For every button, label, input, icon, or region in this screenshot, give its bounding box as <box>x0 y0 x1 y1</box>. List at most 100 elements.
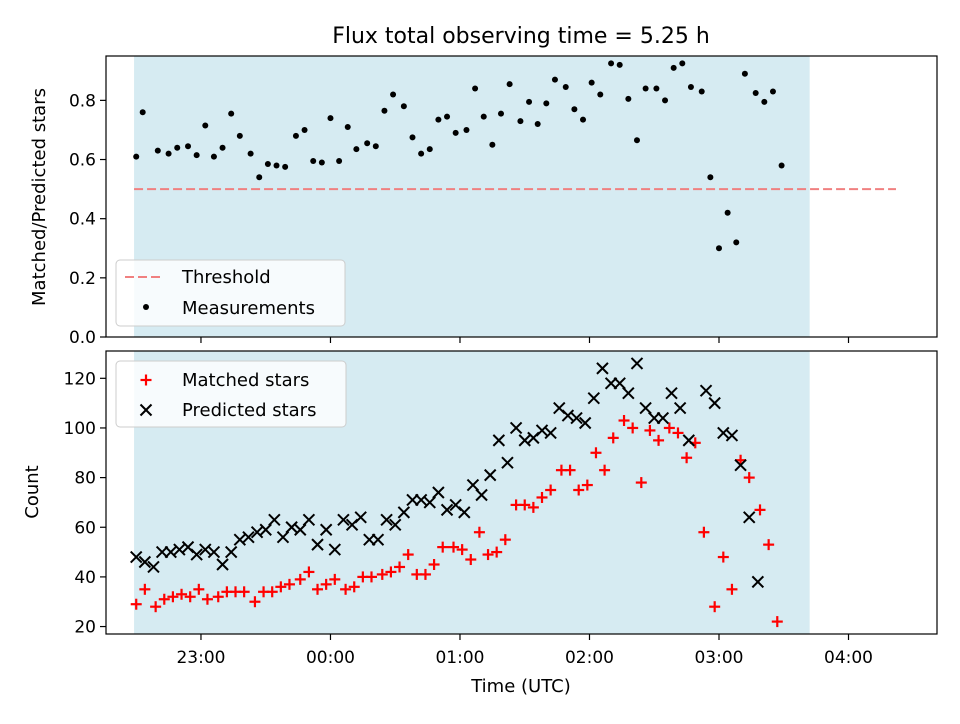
cross-b <box>717 426 730 440</box>
predicted-point <box>613 377 626 390</box>
matched-point <box>212 591 224 603</box>
y-tick-label: 0.6 <box>69 151 96 171</box>
matched-point <box>635 477 647 489</box>
predicted-point <box>492 434 506 447</box>
measurement-point <box>506 81 513 88</box>
x-tick-label: 01:00 <box>435 648 484 668</box>
cross-b <box>475 488 488 502</box>
measurement-point <box>435 116 442 123</box>
predicted-point <box>224 545 238 559</box>
matched-point <box>158 593 170 605</box>
predicted-point <box>164 545 177 559</box>
measurement-point <box>687 84 694 91</box>
measurement-point <box>597 91 604 98</box>
matched-point <box>139 583 151 595</box>
cross-b <box>147 560 160 574</box>
cross-b <box>734 458 747 472</box>
cross-b <box>423 496 436 509</box>
predicted-point <box>354 511 367 524</box>
measurement-point <box>707 174 714 181</box>
matched-point <box>402 549 414 561</box>
cross-b <box>285 521 298 534</box>
measurement-point <box>426 146 433 153</box>
measurement-point <box>588 79 595 86</box>
predicted-point <box>673 401 687 415</box>
matched-point <box>303 566 315 578</box>
cross-b <box>665 386 678 400</box>
matched-point <box>717 551 729 563</box>
cross-b <box>751 575 765 589</box>
predicted-point <box>242 530 255 544</box>
cross-b <box>164 545 177 559</box>
legend-predicted-label: Predicted stars <box>182 400 316 421</box>
cross-b <box>561 409 575 422</box>
cross-b <box>449 498 462 512</box>
predicted-point <box>380 513 393 527</box>
cross-b <box>389 518 402 531</box>
cross-b <box>587 391 601 405</box>
predicted-point <box>337 513 350 527</box>
predicted-point <box>725 429 739 442</box>
cross-b <box>440 503 454 517</box>
legend-measurement-swatch <box>143 304 149 310</box>
predicted-point <box>285 521 298 534</box>
measurement-point <box>642 85 649 92</box>
matched-point <box>743 472 755 484</box>
measurement-point <box>344 123 351 130</box>
matched-point <box>681 452 693 464</box>
predicted-point <box>371 533 385 546</box>
predicted-point <box>311 538 324 551</box>
measurement-point <box>219 144 226 151</box>
predicted-point <box>518 434 531 447</box>
predicted-point <box>199 543 212 556</box>
matched-point <box>527 501 539 513</box>
measurement-point <box>409 134 416 141</box>
cross-b <box>371 533 385 546</box>
matched-point <box>599 464 611 476</box>
measurement-point <box>282 163 289 170</box>
measurement-point <box>551 76 558 83</box>
measurement-point <box>236 132 243 139</box>
predicted-point <box>483 468 497 482</box>
measurement-point <box>616 61 623 68</box>
predicted-point <box>268 513 281 527</box>
cross-b <box>596 362 609 375</box>
measurement-point <box>733 239 740 246</box>
legend-measurement-label: Measurements <box>182 298 315 319</box>
matched-point <box>482 549 494 561</box>
predicted-point <box>233 533 247 546</box>
predicted-point <box>173 543 186 556</box>
cross-b <box>311 538 324 551</box>
cross-b <box>328 543 342 556</box>
cross-b <box>725 429 739 442</box>
measurement-point <box>724 209 731 216</box>
cross-b <box>544 426 557 440</box>
y-tick-label: 40 <box>74 568 96 588</box>
predicted-point <box>207 545 221 559</box>
predicted-point <box>699 384 713 397</box>
cross-b <box>139 403 153 417</box>
cross-b <box>216 558 229 571</box>
measurement-point <box>247 150 254 157</box>
predicted-point <box>639 401 652 415</box>
measurement-point <box>489 141 496 148</box>
measurement-point <box>444 113 451 120</box>
predicted-point <box>535 424 549 437</box>
matched-point <box>428 558 440 570</box>
matched-point <box>653 434 665 446</box>
predicted-point <box>708 396 721 410</box>
predicted-point <box>587 391 601 405</box>
predicted-point <box>596 362 609 375</box>
matched-point <box>283 578 295 590</box>
cross-b <box>207 545 221 559</box>
plot-frame <box>105 350 938 635</box>
measurement-point <box>418 150 425 157</box>
measurement-point <box>472 85 479 92</box>
matched-point <box>564 464 576 476</box>
measurement-point <box>662 97 669 104</box>
measurement-point <box>327 115 334 122</box>
matched-point <box>536 491 548 503</box>
measurement-point <box>202 122 209 129</box>
matched-point <box>130 598 142 610</box>
measurement-point <box>364 140 371 147</box>
